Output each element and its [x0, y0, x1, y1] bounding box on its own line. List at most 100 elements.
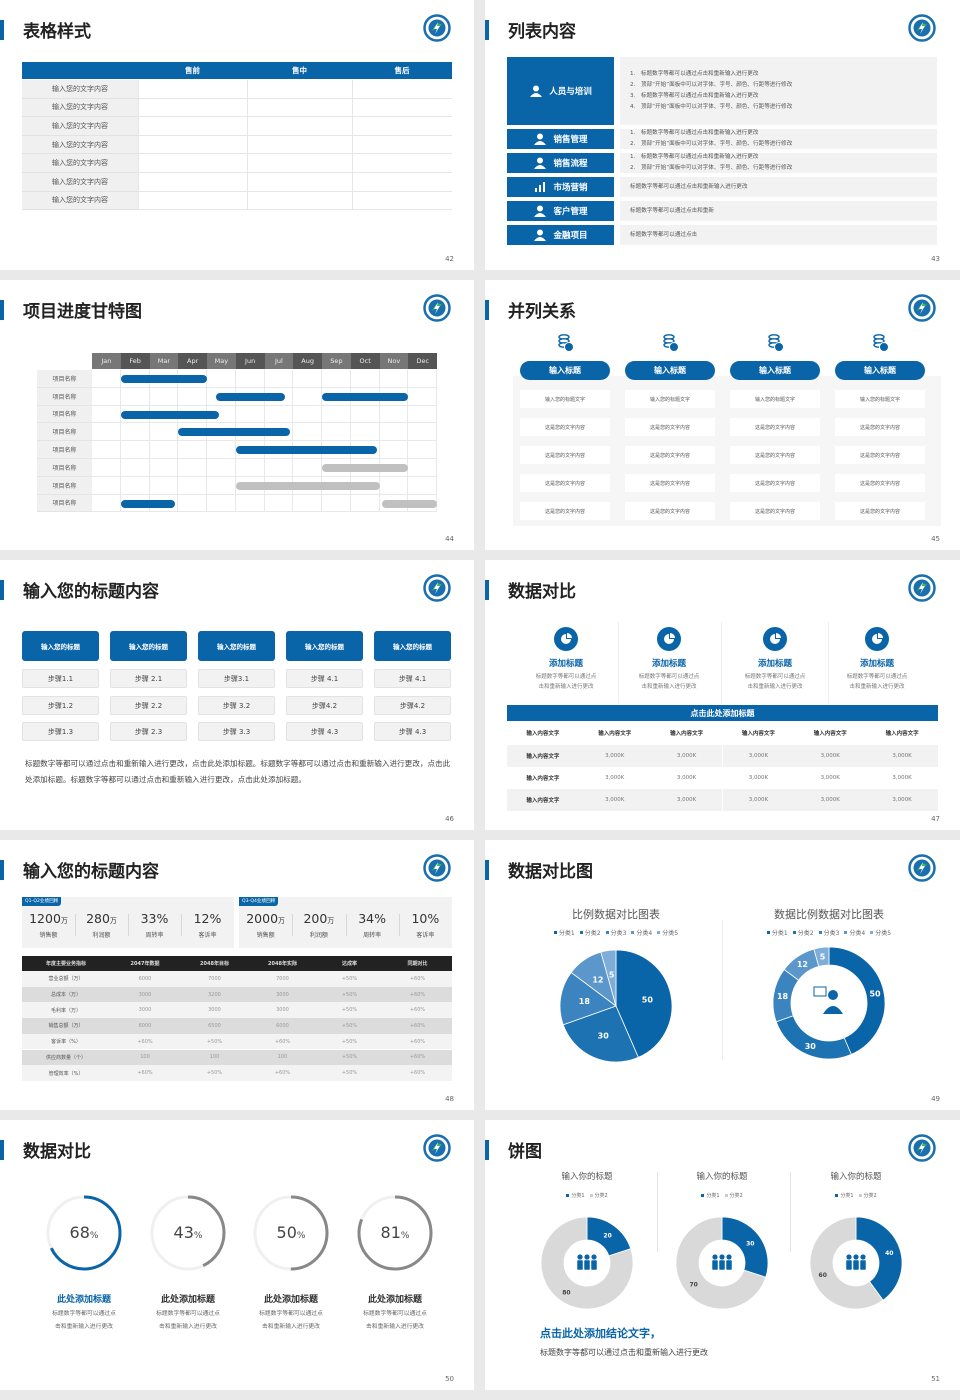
kpi-number: 33% — [140, 911, 169, 926]
column-title-pill: 输入标题 — [835, 361, 925, 380]
feature-title: 添加标题 — [859, 659, 894, 669]
legend-item: 分类5 — [657, 928, 678, 937]
person-body — [583, 1259, 591, 1271]
table-header-cell: 输入内容文字 — [813, 731, 847, 737]
table-cell — [138, 154, 247, 173]
gantt-grid-cell — [264, 494, 294, 513]
table-cell: +50% — [316, 1033, 383, 1050]
logo-bolt — [919, 302, 925, 314]
table-header-cell: 售中 — [247, 62, 352, 79]
list-item-label: 金融项目 — [553, 231, 588, 241]
kpi-label: 周转率 — [363, 932, 382, 939]
gantt-bar[interactable] — [235, 446, 377, 455]
slide-title: 项目进度甘特图 — [23, 302, 142, 322]
gantt-bar[interactable] — [322, 392, 409, 401]
feature-desc: 标题数字等都可以通过点 — [638, 673, 700, 680]
person-head — [591, 1254, 597, 1260]
ring-unit: % — [296, 1231, 306, 1241]
bar — [543, 182, 546, 192]
ring-value: 50% — [251, 1223, 331, 1242]
gantt-grid-cell — [120, 423, 150, 442]
table-cell: 3000 — [110, 986, 180, 1003]
person-body — [718, 1259, 726, 1271]
gantt-bar[interactable] — [120, 410, 219, 419]
legend-item: 分类1 — [766, 928, 788, 937]
gantt-bar[interactable] — [120, 375, 207, 383]
column-cell: 输入您的标题文字 — [520, 390, 610, 408]
legend-label: 分类5 — [875, 930, 892, 937]
table-header-cell: 年度主要业务指标 — [22, 956, 110, 971]
gantt-month-header: Jan — [92, 353, 121, 369]
donut-charts: 20 80 30 70 40 60 — [540, 1216, 903, 1310]
gantt-bar[interactable] — [178, 428, 291, 437]
coins-icon — [558, 334, 574, 352]
gantt-grid-cell — [350, 494, 380, 513]
table-cell: +50% — [316, 1049, 383, 1066]
gantt-bar[interactable] — [235, 481, 380, 490]
data-label: 50 — [869, 989, 881, 998]
table-cell: +60% — [383, 971, 452, 987]
page-number: 44 — [445, 535, 454, 543]
list-item-header[interactable]: 金融项目 — [507, 225, 614, 245]
kpi-unit: 万 — [109, 917, 117, 925]
bar — [539, 185, 542, 192]
gantt-grid-cell — [178, 494, 207, 513]
head — [537, 157, 544, 164]
kpi-label: 利润额 — [309, 932, 328, 939]
table-cell: 3,000K — [578, 767, 651, 789]
table-cell: 3,000K — [722, 745, 795, 767]
table-header-cell: 2048年实际 — [249, 956, 316, 971]
table-header-cell: 输入内容文字 — [526, 731, 560, 737]
step-box: 步骤 3.3 — [198, 722, 275, 741]
legend-item: 分类1 — [566, 1192, 585, 1199]
gantt-bar[interactable] — [322, 464, 409, 472]
kpi-card-tag: Q3-Q4业绩回顾 — [239, 897, 279, 906]
table-cell — [352, 173, 452, 192]
gantt-grid-cell — [235, 405, 265, 424]
gantt-row-label: 项目名称 — [37, 423, 92, 442]
list-item-header[interactable]: 人员与培训 — [507, 57, 614, 125]
data-label: 30 — [598, 1031, 610, 1040]
legend-label: 分类1 — [558, 930, 575, 937]
legend-swatch — [792, 931, 796, 934]
list-item-header[interactable]: 客户管理 — [507, 201, 614, 221]
list-item-label: 销售流程 — [553, 159, 588, 169]
gantt-month-header: Aug — [293, 353, 322, 369]
list-item-header[interactable]: 销售管理 — [507, 129, 614, 149]
person-head — [712, 1254, 718, 1260]
finance-hand-icon — [534, 229, 547, 241]
logo-bolt — [434, 582, 440, 594]
title-accent-bar — [0, 860, 4, 880]
person-head — [719, 1254, 725, 1260]
legend-item: 分类4 — [631, 928, 652, 937]
gantt-month-header: Mar — [149, 353, 179, 369]
logo-bolt — [919, 862, 925, 874]
kpi-divider — [398, 914, 400, 936]
gantt-grid-cell — [92, 423, 121, 442]
legend-label: 分类5 — [662, 930, 679, 937]
speech-bubble — [813, 986, 827, 997]
gantt-bar[interactable] — [382, 499, 437, 508]
gantt-bar[interactable] — [215, 392, 285, 401]
legend-label: 分类4 — [849, 930, 866, 937]
item-desc: 击和重新输入进行更改 — [55, 1324, 113, 1330]
column-title-pill: 输入标题 — [520, 361, 610, 380]
page-number: 48 — [445, 1095, 454, 1103]
icon-slice — [670, 633, 675, 638]
list-item-header[interactable]: 市场营销 — [507, 177, 614, 197]
legend-label: 分类3 — [823, 930, 840, 937]
list-item-header[interactable]: 销售流程 — [507, 153, 614, 173]
list-item-label: 市场营销 — [553, 183, 588, 193]
data-label: 40 — [885, 1250, 893, 1257]
gantt-month-header: May — [207, 353, 236, 369]
list-item-content: 1. 标题数字等都可以通过点击和重新输入进行更改 2. 顶部“开始”面板中可以对字… — [620, 153, 937, 173]
feature-desc: 标题数字等都可以通过点 — [744, 673, 806, 680]
table-row-label: 输入您的文字内容 — [22, 80, 138, 99]
step-box: 步骤1.2 — [22, 696, 99, 715]
shield-icon — [534, 157, 547, 169]
table-row-label: 输入您的文字内容 — [22, 154, 138, 173]
legend-label: 分类2 — [863, 1193, 877, 1199]
gantt-month-header: Sep — [322, 353, 351, 369]
legend-item: 分类3 — [605, 928, 626, 937]
gantt-bar[interactable] — [120, 499, 176, 508]
